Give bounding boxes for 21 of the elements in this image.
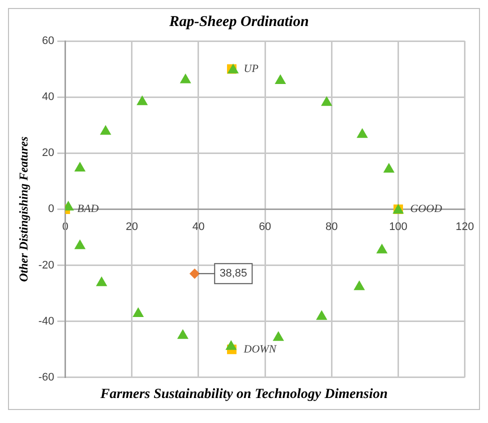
y-tick-label: 60: [42, 35, 54, 48]
annotation: GOOD: [410, 203, 442, 216]
y-axis-title: Other Distingishing Features: [16, 136, 30, 282]
x-tick-label: 20: [126, 220, 138, 233]
x-tick-label: 80: [326, 220, 338, 233]
y-tick-label: 20: [42, 147, 54, 160]
y-tick-label: -40: [38, 315, 54, 328]
y-tick-label: -20: [38, 259, 54, 272]
x-tick-label: 120: [456, 220, 474, 233]
x-tick-label: 100: [389, 220, 408, 233]
y-tick-label: -60: [38, 371, 54, 384]
annotation: DOWN: [242, 343, 277, 356]
chart-title: Rap-Sheep Ordination: [168, 14, 309, 30]
x-axis-title: Farmers Sustainability on Technology Dimension: [99, 387, 389, 404]
x-tick-label: 40: [192, 220, 205, 233]
annotation: 38,85: [220, 268, 248, 280]
x-tick-label: 60: [258, 220, 272, 233]
annotation: UP: [244, 62, 259, 75]
annotation: BAD: [77, 203, 99, 216]
y-tick-label: 40: [42, 91, 54, 104]
y-tick-label: 0: [48, 203, 54, 216]
